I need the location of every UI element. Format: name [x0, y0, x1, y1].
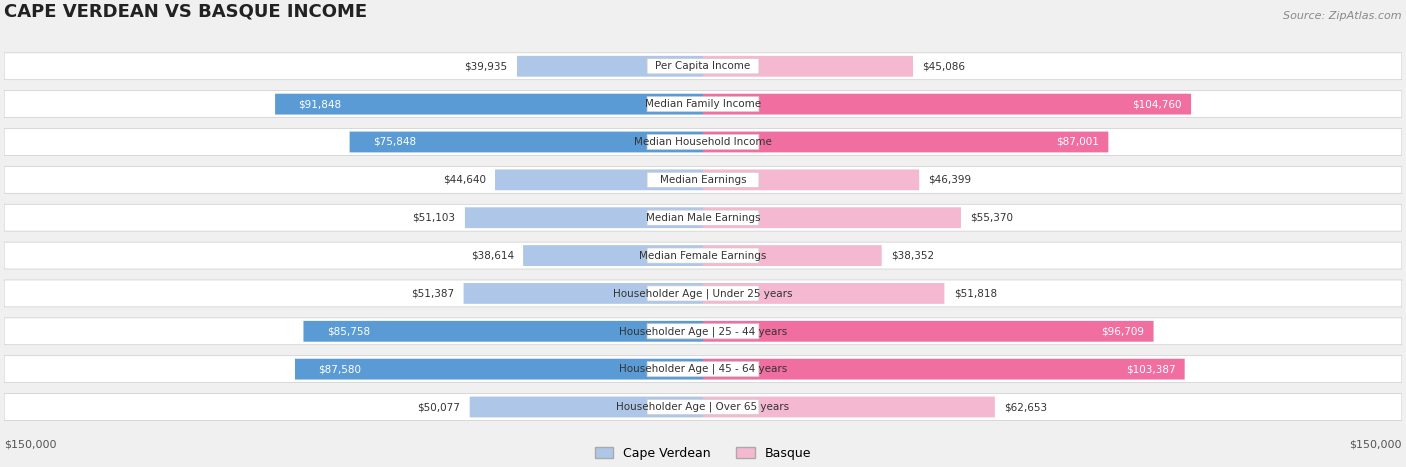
FancyBboxPatch shape: [495, 170, 703, 190]
FancyBboxPatch shape: [647, 134, 759, 149]
Text: Per Capita Income: Per Capita Income: [655, 61, 751, 71]
FancyBboxPatch shape: [4, 128, 1402, 156]
FancyBboxPatch shape: [647, 361, 759, 377]
Text: Median Female Earnings: Median Female Earnings: [640, 251, 766, 261]
FancyBboxPatch shape: [4, 91, 1402, 118]
Text: $85,758: $85,758: [326, 326, 370, 336]
FancyBboxPatch shape: [647, 59, 759, 74]
Text: Householder Age | Under 25 years: Householder Age | Under 25 years: [613, 288, 793, 299]
Text: $75,848: $75,848: [373, 137, 416, 147]
FancyBboxPatch shape: [4, 280, 1402, 307]
FancyBboxPatch shape: [350, 132, 703, 152]
FancyBboxPatch shape: [4, 204, 1402, 231]
Text: $51,818: $51,818: [953, 289, 997, 298]
Text: $44,640: $44,640: [443, 175, 485, 185]
Text: $104,760: $104,760: [1132, 99, 1182, 109]
Text: Median Male Earnings: Median Male Earnings: [645, 212, 761, 223]
Text: Source: ZipAtlas.com: Source: ZipAtlas.com: [1284, 11, 1402, 21]
Text: $51,103: $51,103: [412, 212, 456, 223]
FancyBboxPatch shape: [647, 248, 759, 263]
Legend: Cape Verdean, Basque: Cape Verdean, Basque: [589, 442, 817, 465]
Text: $96,709: $96,709: [1101, 326, 1144, 336]
FancyBboxPatch shape: [4, 356, 1402, 382]
FancyBboxPatch shape: [647, 210, 759, 225]
FancyBboxPatch shape: [647, 286, 759, 301]
Text: Householder Age | 25 - 44 years: Householder Age | 25 - 44 years: [619, 326, 787, 337]
Text: $91,848: $91,848: [298, 99, 342, 109]
FancyBboxPatch shape: [703, 283, 945, 304]
FancyBboxPatch shape: [4, 166, 1402, 193]
FancyBboxPatch shape: [703, 56, 912, 77]
Text: CAPE VERDEAN VS BASQUE INCOME: CAPE VERDEAN VS BASQUE INCOME: [4, 3, 367, 21]
FancyBboxPatch shape: [703, 94, 1191, 114]
Text: $150,000: $150,000: [1350, 439, 1402, 449]
Text: $103,387: $103,387: [1126, 364, 1175, 374]
FancyBboxPatch shape: [276, 94, 703, 114]
Text: $55,370: $55,370: [970, 212, 1014, 223]
FancyBboxPatch shape: [523, 245, 703, 266]
FancyBboxPatch shape: [4, 394, 1402, 420]
Text: $46,399: $46,399: [928, 175, 972, 185]
Text: $87,580: $87,580: [318, 364, 361, 374]
FancyBboxPatch shape: [465, 207, 703, 228]
FancyBboxPatch shape: [703, 132, 1108, 152]
Text: $150,000: $150,000: [4, 439, 56, 449]
Text: $38,614: $38,614: [471, 251, 513, 261]
Text: Median Family Income: Median Family Income: [645, 99, 761, 109]
FancyBboxPatch shape: [464, 283, 703, 304]
FancyBboxPatch shape: [4, 53, 1402, 80]
Text: $50,077: $50,077: [418, 402, 460, 412]
FancyBboxPatch shape: [647, 97, 759, 112]
FancyBboxPatch shape: [304, 321, 703, 342]
FancyBboxPatch shape: [647, 324, 759, 339]
FancyBboxPatch shape: [647, 172, 759, 187]
FancyBboxPatch shape: [4, 242, 1402, 269]
Text: $38,352: $38,352: [891, 251, 934, 261]
Text: $62,653: $62,653: [1004, 402, 1047, 412]
FancyBboxPatch shape: [517, 56, 703, 77]
Text: Median Household Income: Median Household Income: [634, 137, 772, 147]
Text: Householder Age | Over 65 years: Householder Age | Over 65 years: [616, 402, 790, 412]
FancyBboxPatch shape: [703, 170, 920, 190]
FancyBboxPatch shape: [703, 321, 1153, 342]
FancyBboxPatch shape: [703, 245, 882, 266]
FancyBboxPatch shape: [295, 359, 703, 380]
FancyBboxPatch shape: [647, 399, 759, 415]
FancyBboxPatch shape: [703, 396, 995, 417]
FancyBboxPatch shape: [703, 207, 960, 228]
Text: $51,387: $51,387: [411, 289, 454, 298]
Text: Householder Age | 45 - 64 years: Householder Age | 45 - 64 years: [619, 364, 787, 375]
Text: $39,935: $39,935: [464, 61, 508, 71]
Text: $45,086: $45,086: [922, 61, 966, 71]
FancyBboxPatch shape: [703, 359, 1185, 380]
FancyBboxPatch shape: [470, 396, 703, 417]
Text: Median Earnings: Median Earnings: [659, 175, 747, 185]
Text: $87,001: $87,001: [1056, 137, 1099, 147]
FancyBboxPatch shape: [4, 318, 1402, 345]
